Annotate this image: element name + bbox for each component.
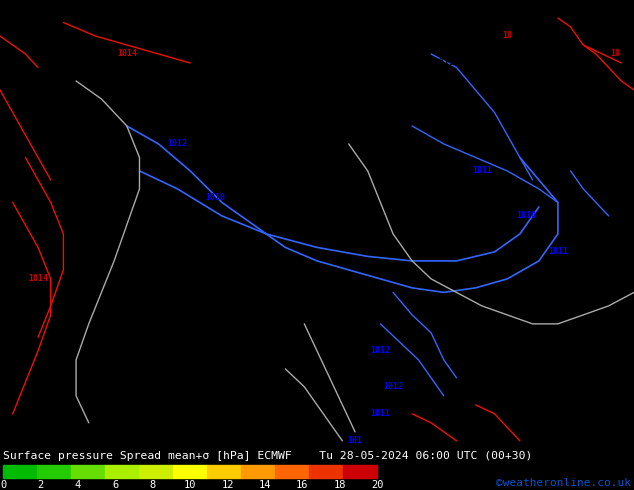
Text: 1013: 1013: [579, 85, 600, 95]
Text: 8: 8: [150, 480, 156, 490]
Text: 1011: 1011: [472, 167, 492, 175]
Text: 1011: 1011: [548, 247, 568, 256]
Text: 1010: 1010: [516, 211, 536, 220]
Text: 14: 14: [259, 480, 271, 490]
Text: 2: 2: [37, 480, 44, 490]
Text: 1012: 1012: [167, 140, 188, 148]
Text: 101: 101: [347, 436, 363, 445]
Text: 0: 0: [0, 480, 6, 490]
Text: ©weatheronline.co.uk: ©weatheronline.co.uk: [496, 478, 631, 488]
Text: 18: 18: [333, 480, 346, 490]
Text: 1010: 1010: [205, 194, 226, 202]
Bar: [343, 465, 377, 478]
Text: 1012: 1012: [370, 346, 391, 355]
Text: 1012: 1012: [383, 382, 403, 392]
Text: 10: 10: [184, 480, 197, 490]
Text: 10: 10: [610, 49, 620, 58]
Bar: [241, 465, 275, 478]
Bar: [71, 465, 105, 478]
Bar: [139, 465, 173, 478]
Bar: [105, 465, 139, 478]
Bar: [37, 465, 71, 478]
Text: 0.2: 0.2: [576, 167, 591, 175]
Text: 1011: 1011: [370, 409, 391, 418]
Bar: [309, 465, 343, 478]
Bar: [207, 465, 241, 478]
Text: 1013: 1013: [433, 58, 455, 68]
Text: 1013: 1013: [243, 279, 264, 288]
Text: 12: 12: [221, 480, 234, 490]
Bar: [173, 465, 207, 478]
Text: 1014: 1014: [117, 49, 137, 58]
Text: 4: 4: [75, 480, 81, 490]
Text: 16: 16: [296, 480, 309, 490]
Text: 19: 19: [464, 198, 474, 207]
Text: 1014: 1014: [28, 274, 48, 283]
Text: 6: 6: [112, 480, 119, 490]
Text: Surface pressure Spread mean+σ [hPa] ECMWF    Tu 28-05-2024 06:00 UTC (00+30): Surface pressure Spread mean+σ [hPa] ECM…: [3, 451, 533, 461]
Text: 10: 10: [502, 31, 512, 41]
Text: 20: 20: [371, 480, 384, 490]
Bar: [3, 465, 37, 478]
Bar: [275, 465, 309, 478]
